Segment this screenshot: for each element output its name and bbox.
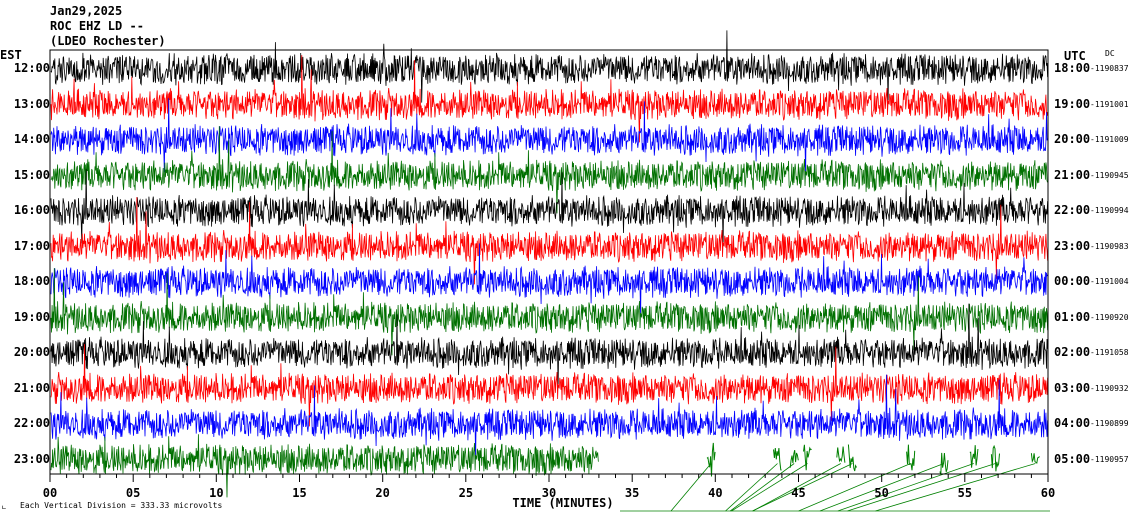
est-label-10: 21:00 <box>13 380 50 395</box>
est-label-12: 23:00 <box>13 451 50 466</box>
count-label-10: -1190932 <box>1090 383 1129 393</box>
event-line-5 <box>752 463 841 512</box>
utc-label-10: 03:00 <box>1054 380 1091 395</box>
x-tick-label-35: 35 <box>624 486 640 500</box>
est-label-8: 19:00 <box>13 309 50 324</box>
count-label-1: -1190837 <box>1090 64 1129 73</box>
count-label-3: -1191009 <box>1090 135 1129 144</box>
est-label-1: 12:00 <box>13 61 50 75</box>
trace-row-7 <box>50 243 1048 317</box>
event-lines-group <box>620 463 1050 512</box>
est-label-2: 13:00 <box>13 96 50 111</box>
count-label-9: -1191058 <box>1090 348 1129 357</box>
event-line-3 <box>729 463 795 512</box>
late-burst-5 <box>836 446 846 463</box>
late-burst-2 <box>773 447 782 471</box>
scale-icon: ∟ <box>2 504 7 512</box>
utc-label-1: 18:00 <box>1054 61 1091 75</box>
event-line-10 <box>847 463 996 512</box>
event-line-4 <box>731 463 808 512</box>
trace-row-5 <box>50 169 1048 246</box>
late-burst-3 <box>789 449 799 468</box>
x-tick-label-15: 15 <box>292 486 307 500</box>
utc-label-7: 00:00 <box>1054 274 1091 288</box>
est-label-11: 22:00 <box>13 416 50 430</box>
utc-label-8: 01:00 <box>1054 309 1091 324</box>
count-label-4: -1190945 <box>1090 170 1129 180</box>
trace-row-3 <box>50 98 1048 175</box>
count-label-2: -1191001 <box>1090 99 1129 109</box>
late-burst-7 <box>906 444 916 471</box>
trace-row-8 <box>50 268 1048 356</box>
x-tick-label-40: 40 <box>708 486 723 500</box>
utc-label-11: 04:00 <box>1054 416 1091 430</box>
event-line-9 <box>837 463 974 512</box>
event-line-6 <box>752 463 853 512</box>
tz-left-label: EST <box>0 48 22 62</box>
event-line-7 <box>798 463 911 512</box>
est-label-4: 15:00 <box>13 167 50 182</box>
event-line-8 <box>819 463 945 512</box>
header-station: ROC EHZ LD -- <box>50 19 144 33</box>
x-tick-label-55: 55 <box>957 486 973 500</box>
x-tick-label-50: 50 <box>874 486 889 500</box>
late-burst-9 <box>969 445 979 468</box>
count-label-7: -1191004 <box>1090 277 1129 286</box>
utc-label-4: 21:00 <box>1054 167 1091 182</box>
utc-label-5: 22:00 <box>1054 203 1091 217</box>
event-line-1 <box>670 463 712 512</box>
footer-scale-note: Each Vertical Division = 333.33 microvol… <box>20 501 223 510</box>
x-tick-label-25: 25 <box>458 486 474 500</box>
x-tick-label-45: 45 <box>791 486 806 500</box>
header-network: (LDEO Rochester) <box>50 34 166 48</box>
count-label-11: -1190899 <box>1090 419 1129 428</box>
count-label-12: -1190957 <box>1090 454 1129 464</box>
est-label-9: 20:00 <box>13 345 50 359</box>
utc-label-9: 02:00 <box>1054 345 1091 359</box>
utc-label-2: 19:00 <box>1054 96 1091 111</box>
trace-group <box>50 30 1048 498</box>
count-label-6: -1190983 <box>1090 241 1129 251</box>
late-burst-6 <box>847 444 857 472</box>
x-tick-label-30: 30 <box>541 486 557 500</box>
x-tick-label-20: 20 <box>375 486 390 500</box>
header-date: Jan29,2025 <box>50 4 123 18</box>
x-tick-label-05: 05 <box>125 486 141 500</box>
late-bursts-group <box>706 442 1040 477</box>
count-label-8: -1190920 <box>1090 312 1129 322</box>
x-tick-label-00: 00 <box>42 486 58 500</box>
event-line-11 <box>875 463 1036 512</box>
est-label-6: 17:00 <box>13 238 50 253</box>
late-burst-11 <box>1030 453 1040 464</box>
x-tick-label-60: 60 <box>1040 486 1056 500</box>
utc-label-6: 23:00 <box>1054 238 1091 253</box>
late-burst-8 <box>939 452 949 475</box>
trace-row-1 <box>50 30 1048 104</box>
late-burst-10 <box>990 444 1000 472</box>
est-label-3: 14:00 <box>13 132 50 146</box>
trace-row-9 <box>50 303 1048 388</box>
trace-row-11 <box>50 374 1048 459</box>
late-burst-4 <box>803 444 812 471</box>
event-line-2 <box>725 463 778 512</box>
est-label-5: 16:00 <box>13 203 50 217</box>
x-axis-label: TIME (MINUTES) <box>512 496 614 510</box>
tz-dc-label: DC <box>1105 49 1115 58</box>
count-label-5: -1190994 <box>1090 206 1129 215</box>
x-tick-marks <box>49 474 1049 482</box>
utc-label-3: 20:00 <box>1054 132 1091 146</box>
trace-row-2 <box>50 55 1048 143</box>
trace-row-12 <box>50 434 600 498</box>
utc-label-12: 05:00 <box>1054 451 1091 466</box>
trace-row-4 <box>50 126 1048 214</box>
late-burst-1 <box>706 442 716 477</box>
trace-row-10 <box>50 344 1048 427</box>
tz-right-label: UTC <box>1064 49 1086 63</box>
x-tick-label-10: 10 <box>209 486 224 500</box>
est-label-7: 18:00 <box>13 274 50 288</box>
